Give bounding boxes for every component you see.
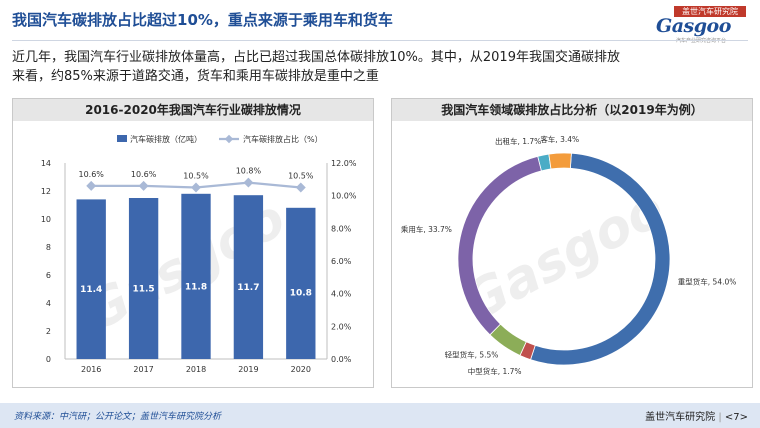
footer-brand: 盖世汽车研究院 | <7> [645, 412, 748, 423]
page-number: <7> [724, 412, 748, 423]
y-tick-label: 14 [41, 159, 51, 168]
logo-badge: 盖世汽车研究院 [674, 6, 746, 17]
emission-share-title: 我国汽车领域碳排放占比分析（以2019年为例） [392, 99, 752, 121]
source-note: 资料来源：中汽研；公开论文；盖世汽车研究院分析 [14, 412, 222, 422]
emission-bar-line-chart: Gasgoo024681012140.0%2.0%4.0%6.0%8.0%10.… [41, 134, 357, 374]
emission-share-panel: 我国汽车领域碳排放占比分析（以2019年为例） Gasgoo 重型货车, 54.0… [391, 98, 753, 388]
share-point [295, 182, 306, 193]
share-value-label: 10.8% [236, 167, 262, 176]
bar-value-label: 11.8 [185, 283, 207, 293]
share-point [86, 180, 97, 191]
emission-trend-title: 2016-2020年我国汽车行业碳排放情况 [13, 99, 373, 121]
y2-tick-label: 0.0% [331, 355, 352, 364]
y-tick-label: 6 [46, 271, 51, 280]
x-tick-label: 2016 [81, 365, 101, 374]
share-point [243, 177, 254, 188]
donut-slice-label: 乘用车, 33.7% [401, 224, 452, 234]
intro-line-1: 近几年，我国汽车行业碳排放体量高，占比已超过我国总体碳排放10%。其中，从201… [12, 50, 620, 65]
y2-tick-label: 8.0% [331, 224, 352, 233]
page-title: 我国汽车碳排放占比超过10%，重点来源于乘用车和货车 [12, 11, 393, 29]
bar-value-label: 10.8 [290, 288, 312, 298]
y2-tick-label: 2.0% [331, 322, 352, 331]
bar [286, 207, 316, 359]
logo-wordmark: Gasgoo [656, 15, 731, 37]
bar [76, 199, 106, 359]
y2-tick-label: 4.0% [331, 290, 352, 299]
share-point [138, 180, 149, 191]
share-value-label: 10.5% [288, 172, 314, 181]
donut-slice [548, 152, 572, 170]
donut-slice-label: 中型货车, 1.7% [468, 366, 522, 376]
x-tick-label: 2020 [291, 365, 311, 374]
footer-brand-name: 盖世汽车研究院 [645, 412, 716, 423]
donut-slice-label: 重型货车, 54.0% [678, 277, 737, 287]
donut-slice-label: 出租车, 1.7% [495, 136, 541, 146]
share-value-label: 10.6% [131, 170, 157, 179]
donut-slice-label: 客车, 3.4% [540, 134, 579, 144]
intro-line-2: 来看，约85%来源于道路交通，货车和乘用车碳排放是重中之重 [12, 69, 379, 84]
y-tick-label: 4 [46, 299, 51, 308]
logo-tagline: 汽车产业研究咨询平台 [676, 38, 727, 44]
y2-tick-label: 12.0% [331, 159, 357, 168]
x-tick-label: 2019 [238, 365, 258, 374]
y-tick-label: 10 [41, 215, 51, 224]
bar-value-label: 11.7 [237, 283, 259, 293]
bar-value-label: 11.5 [132, 284, 154, 294]
bar-value-label: 11.4 [80, 285, 102, 295]
legend-bar-swatch [117, 135, 127, 142]
y-tick-label: 8 [46, 243, 51, 252]
legend-line-label: 汽车碳排放占比（%） [243, 134, 323, 144]
bar [128, 198, 159, 359]
y-tick-label: 0 [46, 355, 51, 364]
gasgoo-logo: 盖世汽车研究院 Gasgoo 汽车产业研究咨询平台 [654, 6, 746, 44]
share-point [191, 182, 201, 193]
intro-text: 近几年，我国汽车行业碳排放体量高，占比已超过我国总体碳排放10%。其中，从201… [12, 48, 748, 86]
emission-trend-panel: 2016-2020年我国汽车行业碳排放情况 Gasgoo024681012140… [12, 98, 374, 388]
footer-bar: 资料来源：中汽研；公开论文；盖世汽车研究院分析 盖世汽车研究院 | <7> [0, 403, 760, 428]
x-tick-label: 2018 [186, 365, 206, 374]
bar [233, 195, 264, 359]
donut-slice-label: 轻型货车, 5.5% [445, 350, 499, 360]
y2-tick-label: 6.0% [331, 257, 352, 266]
bar [181, 193, 211, 359]
header-divider [12, 40, 748, 41]
emission-share-donut-chart: Gasgoo 重型货车, 54.0%中型货车, 1.7%轻型货车, 5.5%乘用车… [401, 134, 737, 376]
legend-bar-label: 汽车碳排放（亿吨） [130, 134, 202, 144]
y-tick-label: 12 [41, 187, 51, 196]
y2-tick-label: 10.0% [331, 192, 357, 201]
share-value-label: 10.5% [183, 172, 209, 181]
x-tick-label: 2017 [133, 365, 153, 374]
legend-line-marker [224, 134, 234, 144]
y-tick-label: 2 [46, 327, 51, 336]
share-value-label: 10.6% [78, 170, 104, 179]
